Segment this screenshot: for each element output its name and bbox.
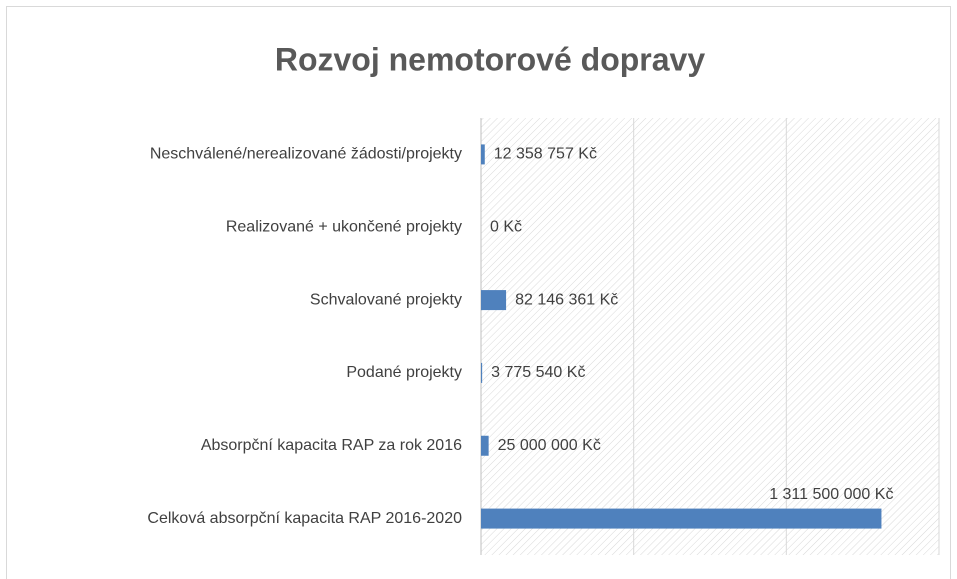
y-tick-label: Realizované + ukončené projekty xyxy=(226,218,462,235)
bar xyxy=(481,508,882,529)
data-label: 3 775 540 Kč xyxy=(491,364,585,381)
data-label: 25 000 000 Kč xyxy=(498,437,601,454)
data-label: 0 Kč xyxy=(490,218,522,235)
y-tick-label: Absorpční kapacita RAP za rok 2016 xyxy=(201,437,462,454)
bar xyxy=(481,435,489,456)
data-label: 12 358 757 Kč xyxy=(494,146,597,163)
data-label: 1 311 500 000 Kč xyxy=(769,486,893,503)
bar xyxy=(481,362,483,383)
y-tick-label: Podané projekty xyxy=(346,364,462,381)
bar xyxy=(481,290,507,311)
y-tick-label: Celková absorpční kapacita RAP 2016-2020 xyxy=(147,510,462,527)
y-tick-label: Schvalované projekty xyxy=(310,291,462,308)
plot-area xyxy=(481,118,939,555)
bar xyxy=(481,144,485,165)
chart-title: Rozvoj nemotorové dopravy xyxy=(275,41,706,77)
data-label: 82 146 361 Kč xyxy=(515,291,618,308)
y-tick-label: Neschválené/nerealizované žádosti/projek… xyxy=(150,146,462,163)
